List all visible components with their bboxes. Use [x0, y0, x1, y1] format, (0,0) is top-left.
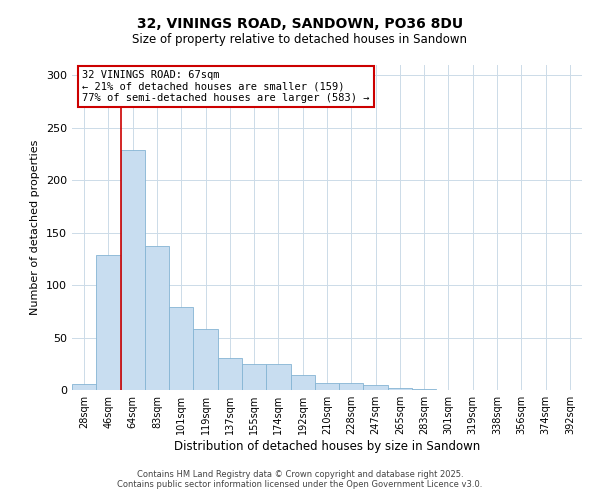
- Bar: [96, 255, 121, 390]
- Bar: [145, 246, 169, 390]
- Bar: [388, 388, 412, 390]
- Text: 32, VININGS ROAD, SANDOWN, PO36 8DU: 32, VININGS ROAD, SANDOWN, PO36 8DU: [137, 18, 463, 32]
- Bar: [218, 358, 242, 390]
- Bar: [364, 385, 388, 390]
- Bar: [412, 389, 436, 390]
- X-axis label: Distribution of detached houses by size in Sandown: Distribution of detached houses by size …: [174, 440, 480, 453]
- Bar: [290, 376, 315, 390]
- Bar: [169, 307, 193, 390]
- Bar: [315, 382, 339, 390]
- Bar: [242, 364, 266, 390]
- Text: Size of property relative to detached houses in Sandown: Size of property relative to detached ho…: [133, 32, 467, 46]
- Y-axis label: Number of detached properties: Number of detached properties: [31, 140, 40, 315]
- Text: 32 VININGS ROAD: 67sqm
← 21% of detached houses are smaller (159)
77% of semi-de: 32 VININGS ROAD: 67sqm ← 21% of detached…: [82, 70, 370, 103]
- Bar: [339, 382, 364, 390]
- Text: Contains HM Land Registry data © Crown copyright and database right 2025.: Contains HM Land Registry data © Crown c…: [137, 470, 463, 479]
- Bar: [121, 150, 145, 390]
- Bar: [193, 329, 218, 390]
- Text: Contains public sector information licensed under the Open Government Licence v3: Contains public sector information licen…: [118, 480, 482, 489]
- Bar: [266, 364, 290, 390]
- Bar: [72, 384, 96, 390]
